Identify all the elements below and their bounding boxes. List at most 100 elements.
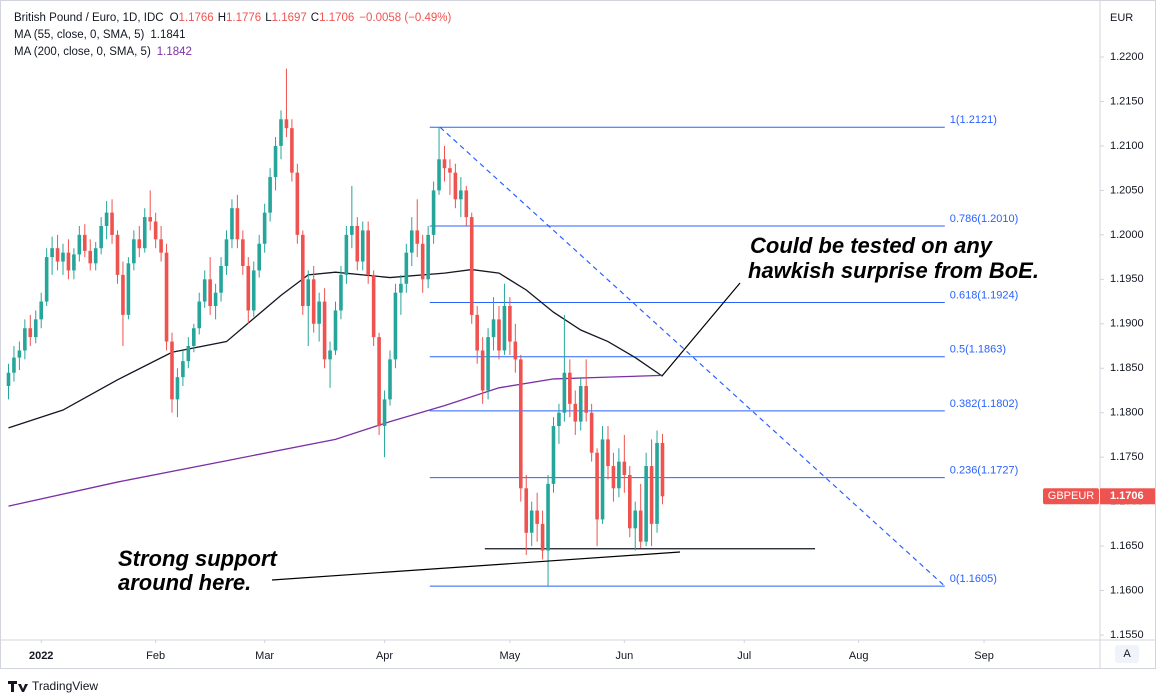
candle-body [186, 346, 191, 362]
y-tick-label: 1.2000 [1110, 229, 1144, 241]
candle-body [415, 230, 420, 244]
candle-body [306, 279, 311, 307]
x-tick-label: Feb [146, 650, 165, 662]
fib-label: 0.5(1.1863) [950, 344, 1006, 356]
candle-body [360, 230, 365, 262]
trend-line [439, 126, 946, 587]
candle-body [399, 283, 403, 293]
candle-body [551, 426, 556, 484]
fib-label: 0.618(1.1924) [950, 289, 1019, 301]
auto-scale-button[interactable] [1115, 645, 1139, 663]
candle-body [420, 243, 425, 280]
candle-body [600, 439, 605, 520]
candle-body [224, 239, 229, 266]
candle-body [99, 225, 103, 249]
candle-body [61, 252, 65, 262]
candle-body [153, 221, 158, 240]
candle-body [12, 357, 16, 373]
candle-body [262, 212, 267, 244]
ohlc-label: L [265, 12, 272, 24]
candle-body [584, 386, 588, 413]
auto-scale-label[interactable]: A [1123, 648, 1131, 660]
candle-body [633, 510, 638, 529]
candle-body [437, 159, 441, 191]
candle-body [557, 412, 561, 427]
candle-body [535, 510, 539, 524]
candle-body [137, 239, 142, 249]
candle-body [464, 190, 469, 218]
candle-body [524, 488, 529, 533]
candle-body [88, 250, 93, 264]
candle-body [241, 239, 245, 266]
candle-body [44, 257, 49, 302]
candle-body [295, 172, 300, 235]
candle-body [371, 274, 376, 338]
annotation-text: Could be tested on any [750, 233, 994, 258]
candle-body [82, 234, 87, 251]
candle-body [50, 248, 54, 258]
candle-body [72, 254, 76, 271]
candle-body [251, 270, 256, 311]
candle-body [273, 145, 278, 178]
y-tick-label: 1.1950 [1110, 273, 1144, 285]
candle-body [355, 225, 360, 262]
annotation-arrow [271, 551, 681, 581]
symbol-title: British Pound / Euro, 1D, IDC [14, 12, 164, 24]
candle-body [230, 208, 234, 240]
ma-name: MA (55, close, 0, SMA, 5) [14, 29, 145, 41]
x-tick-label: 2022 [29, 650, 53, 662]
candle-body [33, 319, 38, 338]
ma-value: 1.1842 [157, 46, 192, 58]
candle-body [382, 399, 387, 427]
y-tick-label: 1.1550 [1110, 629, 1144, 641]
candle-body [77, 234, 82, 255]
moving-average [8, 268, 663, 429]
currency-label: EUR [1110, 12, 1133, 24]
candle-body [393, 292, 398, 360]
candle-body [170, 341, 174, 400]
candle-body [431, 190, 436, 235]
candle-body [518, 359, 523, 489]
candle-body [66, 252, 71, 271]
candle-body [540, 523, 545, 551]
candle-body [268, 177, 272, 213]
candle-body [568, 372, 572, 404]
brand-logo [8, 681, 28, 692]
symbol-tag-label: GBPEUR [1048, 490, 1095, 502]
candle-body [562, 372, 567, 413]
y-tick-label: 1.2200 [1110, 51, 1144, 63]
brand-name: TradingView [32, 679, 98, 693]
candle-body [453, 172, 458, 200]
last-price-label: 1.1706 [1110, 490, 1144, 502]
fib-label: 0.236(1.1727) [950, 465, 1019, 477]
candle-body [311, 279, 316, 324]
candle-body [39, 301, 44, 320]
candle-body [660, 442, 665, 497]
candle-body [366, 230, 370, 275]
candle-body [115, 234, 120, 275]
candle-body [617, 461, 621, 489]
candle-body [279, 119, 283, 146]
candle-body [6, 372, 11, 387]
candle-body [622, 461, 627, 475]
close-value: 1.1706 [319, 12, 354, 24]
candle-body [17, 350, 22, 358]
candle-body [529, 510, 534, 533]
plot-area: 1(1.2121) 0.786(1.2010) 0.618(1.1924) 0.5(1… [6, 68, 1019, 587]
candle-body [208, 279, 212, 307]
candle-body [589, 412, 594, 453]
legend-ma55: MA (55, close, 0, SMA, 5) 1.1841 [14, 29, 186, 41]
ohlc-label: C [311, 12, 319, 24]
ohlc-label: H [218, 12, 226, 24]
candle-body [219, 265, 223, 293]
annotation-text: Strong support [118, 546, 279, 571]
open-value: 1.1766 [179, 12, 214, 24]
candle-body [191, 328, 196, 347]
x-tick-label: Jul [737, 650, 751, 662]
x-tick-label: Mar [255, 650, 274, 662]
y-tick-label: 1.1650 [1110, 540, 1144, 552]
candle-body [491, 319, 496, 338]
candle-body [132, 239, 136, 264]
candle-body [448, 168, 452, 173]
candle-body [344, 234, 349, 275]
